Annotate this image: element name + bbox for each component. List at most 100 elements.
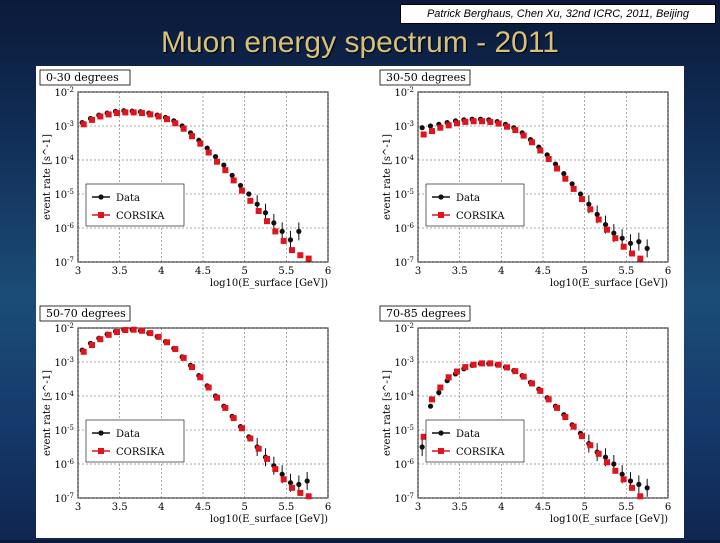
legend-label: Data: [116, 429, 140, 440]
legend-label: Data: [456, 193, 480, 204]
corsika-point: [554, 404, 560, 411]
legend: [425, 419, 525, 463]
corsika-point: [612, 235, 619, 242]
angle-label: 50-70 degrees: [46, 307, 126, 320]
corsika-point: [222, 167, 229, 174]
corsika-point: [239, 425, 245, 432]
data-point: [279, 471, 285, 477]
x-tick-label: 3: [75, 502, 81, 513]
corsika-point: [420, 433, 427, 440]
data-point: [602, 454, 609, 460]
legend-marker: [98, 430, 104, 436]
corsika-point: [239, 187, 245, 194]
data-point: [619, 471, 625, 477]
x-tick-label: 4.5: [195, 266, 211, 277]
corsika-point: [189, 364, 195, 371]
chart-panel: 0-30 degrees 3 3.5 4 4.5 5 5.5 6 10-7 10-6 10-5 10-…: [39, 69, 331, 289]
x-tick-label: 5: [581, 502, 587, 513]
x-tick-label: 6: [325, 266, 331, 277]
x-axis-label: log10(E_surface [GeV]): [210, 278, 328, 289]
corsika-point: [512, 368, 519, 375]
legend-marker: [438, 448, 444, 454]
data-point: [296, 481, 302, 487]
data-point: [611, 230, 617, 236]
corsika-point: [255, 208, 262, 214]
corsika-point: [462, 118, 469, 125]
corsika-point: [164, 116, 170, 123]
y-axis-label: event rate [s^-1]: [42, 134, 53, 220]
data-point: [212, 154, 219, 160]
corsika-point: [280, 476, 287, 483]
corsika-point: [437, 384, 444, 391]
x-tick-label: 5: [581, 266, 587, 277]
corsika-point: [147, 111, 154, 118]
data-point: [644, 485, 650, 491]
corsika-point: [620, 243, 627, 250]
corsika-point: [155, 333, 162, 340]
angle-label-box: [379, 69, 471, 86]
data-point: [627, 478, 634, 484]
data-point: [296, 228, 302, 234]
data-point: [594, 211, 600, 217]
angle-label-box: [39, 305, 131, 322]
corsika-point: [147, 330, 154, 337]
corsika-point: [297, 252, 304, 259]
x-tick-label: 6: [665, 502, 671, 513]
corsika-point: [420, 131, 427, 138]
corsika-point: [272, 228, 279, 235]
x-tick-label: 5.5: [618, 502, 634, 513]
corsika-point: [139, 110, 145, 117]
x-tick-label: 4.5: [195, 502, 211, 513]
legend-label: Data: [456, 429, 480, 440]
x-tick-label: 5.5: [278, 266, 294, 277]
data-point: [204, 145, 210, 151]
chart-panel: 70-85 degrees 3 3.5 4 4.5 5 5.5 6 10-7 10-6 10-5 10…: [379, 305, 671, 525]
corsika-point: [130, 326, 137, 333]
y-tick-label: 10-6: [394, 222, 414, 235]
corsika-point: [180, 354, 187, 361]
corsika-point: [470, 118, 477, 125]
corsika-point: [247, 435, 254, 442]
corsika-point: [429, 396, 435, 403]
angle-label: 0-30 degrees: [46, 71, 119, 84]
data-point: [569, 181, 575, 187]
angle-label-box: [39, 69, 131, 86]
y-tick-label: 10-2: [54, 322, 74, 335]
data-point: [254, 201, 260, 207]
corsika-point: [620, 476, 627, 483]
corsika-point: [504, 364, 510, 371]
corsika-point: [537, 147, 544, 154]
corsika-point: [155, 113, 162, 120]
data-point: [636, 239, 642, 245]
corsika-point: [604, 226, 610, 233]
corsika-point: [205, 384, 212, 391]
corsika-point: [595, 216, 602, 223]
corsika-point: [180, 125, 187, 132]
x-tick-label: 3: [75, 266, 81, 277]
corsika-point: [454, 368, 460, 375]
legend-label: CORSIKA: [456, 447, 505, 458]
corsika-point: [189, 133, 195, 140]
corsika-point: [504, 123, 510, 130]
corsika-point: [222, 404, 229, 411]
y-tick-label: 10-4: [54, 154, 74, 167]
data-point: [619, 235, 625, 241]
corsika-point: [529, 139, 535, 146]
corsika-point: [570, 423, 577, 430]
corsika-point: [612, 467, 619, 474]
corsika-point: [305, 493, 312, 500]
legend: [85, 183, 185, 227]
data-point: [561, 171, 567, 177]
legend-marker: [98, 448, 104, 454]
corsika-point: [437, 124, 444, 131]
corsika-point: [97, 336, 104, 343]
x-tick-label: 4: [158, 502, 164, 513]
corsika-point: [429, 128, 435, 135]
data-point: [262, 210, 269, 216]
x-tick-label: 3.5: [112, 266, 128, 277]
data-point: [287, 480, 294, 486]
corsika-point: [562, 414, 569, 421]
data-point: [427, 403, 434, 409]
x-axis-label: log10(E_surface [GeV]): [550, 514, 668, 525]
y-axis-label: event rate [s^-1]: [382, 370, 393, 456]
